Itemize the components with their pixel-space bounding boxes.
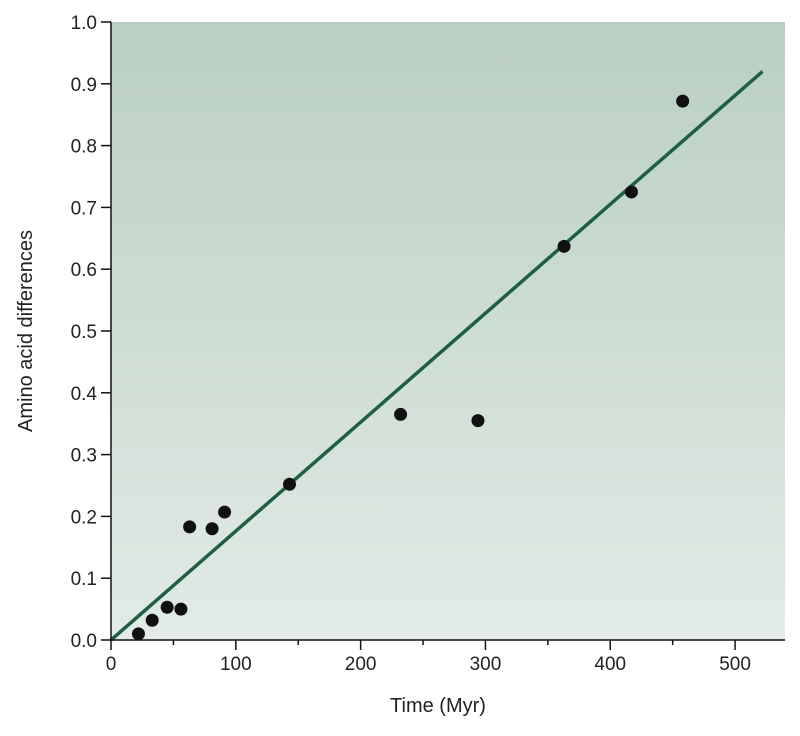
data-point-2 bbox=[145, 613, 159, 627]
y-tick-label: 0.3 bbox=[71, 446, 97, 467]
data-point-8 bbox=[282, 477, 296, 491]
x-tick-label: 400 bbox=[594, 654, 626, 675]
y-tick-label: 0.2 bbox=[71, 507, 97, 528]
y-tick-label: 0.5 bbox=[71, 322, 97, 343]
y-axis-ticks: 0.0 0.1 0.2 0.3 0.4 0.5 0.6 0.7 0.8 0.9 1.0 bbox=[71, 13, 111, 652]
data-point-9 bbox=[394, 407, 408, 421]
x-tick-label: 200 bbox=[345, 654, 377, 675]
y-tick-label: 0.4 bbox=[71, 384, 98, 405]
data-point-11 bbox=[557, 239, 571, 253]
y-tick-label: 0.8 bbox=[71, 137, 97, 158]
fit-line bbox=[109, 70, 764, 642]
y-tick-label: 0.6 bbox=[71, 260, 97, 281]
y-tick-label: 1.0 bbox=[71, 13, 97, 34]
x-tick-label: 500 bbox=[719, 654, 751, 675]
y-tick-label: 0.9 bbox=[71, 75, 97, 96]
data-point-10 bbox=[471, 414, 485, 428]
y-tick-label: 0.1 bbox=[71, 569, 97, 590]
data-point-3 bbox=[160, 600, 174, 614]
data-point-4 bbox=[174, 602, 188, 616]
data-point-5 bbox=[183, 520, 197, 534]
y-tick-label: 0.7 bbox=[71, 198, 97, 219]
x-tick-label: 300 bbox=[470, 654, 502, 675]
plot-area bbox=[111, 22, 785, 640]
x-tick-label: 0 bbox=[106, 654, 117, 675]
data-point-12 bbox=[624, 185, 638, 199]
y-tick-label: 0.0 bbox=[71, 631, 97, 652]
x-axis-title: Time (Myr) bbox=[390, 695, 486, 717]
points-layer bbox=[131, 94, 690, 641]
data-point-1 bbox=[131, 627, 145, 641]
data-point-6 bbox=[205, 522, 219, 536]
x-tick-label: 100 bbox=[220, 654, 252, 675]
x-axis-ticks: 0 100 200 300 400 500 bbox=[106, 640, 751, 675]
data-point-7 bbox=[218, 505, 232, 519]
fit-line-layer bbox=[109, 70, 764, 642]
data-point-13 bbox=[676, 94, 690, 108]
y-axis-title: Amino acid differences bbox=[15, 230, 37, 432]
